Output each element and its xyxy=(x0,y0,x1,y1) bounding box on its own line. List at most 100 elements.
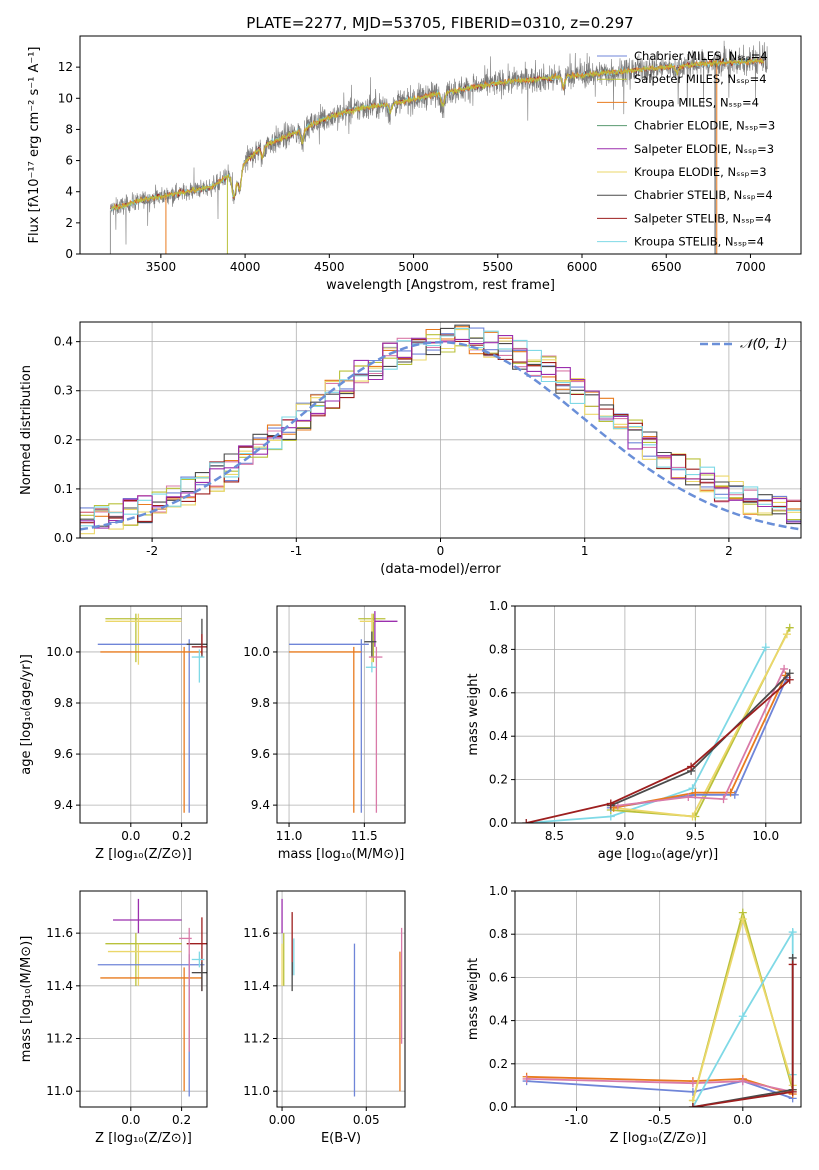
errorbar-point xyxy=(191,634,207,655)
errorbar-point xyxy=(191,951,205,968)
errorbar-point xyxy=(289,639,369,813)
x-tick-label: 4500 xyxy=(314,260,345,274)
weight-marker xyxy=(684,792,693,801)
y-tick-label: 0.4 xyxy=(54,335,73,349)
errorbar-point xyxy=(113,898,182,934)
axes-frame xyxy=(276,890,406,1108)
x-tick-label: 6000 xyxy=(567,260,598,274)
y-tick-label: 11.0 xyxy=(46,1084,73,1098)
x-tick-label: 10.0 xyxy=(752,829,779,843)
y-tick-label: 4 xyxy=(65,185,73,199)
plot-area-residuals xyxy=(80,324,801,538)
x-tick-label: 2 xyxy=(725,544,733,558)
weight-line xyxy=(526,646,767,823)
x-tick-label: 0.0 xyxy=(733,1113,752,1127)
histogram-series xyxy=(80,327,801,538)
legend-label: Chabrier STELIB, Nₛₛₚ=4 xyxy=(634,188,773,202)
legend: Chabrier MILES, Nₛₛₚ=4 Salpeter MILES, Nₛ… xyxy=(597,49,775,249)
weight-line xyxy=(613,633,788,818)
weight-marker xyxy=(522,1074,531,1083)
axes-frame xyxy=(514,605,802,824)
x-tick-label: 9.0 xyxy=(615,829,634,843)
errorbar-point xyxy=(97,639,205,813)
weight-line xyxy=(526,679,791,823)
y-tick-label: 1.0 xyxy=(489,599,508,613)
weight-marker xyxy=(785,623,794,632)
y-tick-label: 10.0 xyxy=(46,645,73,659)
y-axis-label: Normed distribution xyxy=(19,365,34,495)
weight-marker xyxy=(780,664,789,673)
panel-mass-vs-Z: 0.0 0.2 11.0 11.2 11.4 11.6 Z [log₁₀(Z/Z⊙)] mas… xyxy=(19,890,208,1146)
x-tick-label: 7000 xyxy=(735,260,766,274)
legend: 𝒩(0, 1) xyxy=(700,337,787,352)
weight-line xyxy=(617,668,785,807)
errorbar-point xyxy=(191,962,207,992)
y-tick-label: 0.8 xyxy=(489,642,508,656)
y-tick-label: 11.0 xyxy=(243,1084,270,1098)
x-axis-label: age [log₁₀(age/yr)] xyxy=(598,847,719,862)
y-tick-label: 9.6 xyxy=(251,747,270,761)
legend-label: 𝒩(0, 1) xyxy=(740,337,787,352)
y-axis-label: mass weight xyxy=(466,958,481,1040)
weight-marker xyxy=(688,1079,697,1088)
weight-line xyxy=(526,1078,793,1093)
legend-label: Chabrier ELODIE, Nₛₛₚ=3 xyxy=(634,119,775,133)
errorbar-point xyxy=(97,954,205,1097)
y-tick-label: 0.1 xyxy=(54,482,73,496)
y-tick-label: 0.6 xyxy=(489,970,508,984)
weight-series xyxy=(606,673,791,812)
x-tick-label: 8.5 xyxy=(545,829,564,843)
weight-marker xyxy=(606,799,615,808)
y-tick-label: 9.6 xyxy=(54,747,73,761)
x-axis-label: mass [log₁₀(M/M⊙)] xyxy=(278,847,405,862)
normal-reference-curve xyxy=(80,340,801,531)
x-tick-label: 3500 xyxy=(146,260,177,274)
y-tick-label: 1.0 xyxy=(489,884,508,898)
errorbar-point xyxy=(191,649,205,683)
legend-label: Salpeter STELIB, Nₛₛₚ=4 xyxy=(634,211,772,225)
errorbar-point xyxy=(179,927,192,1052)
y-tick-label: 11.6 xyxy=(46,926,73,940)
weight-marker xyxy=(688,812,697,821)
y-tick-label: 10 xyxy=(58,91,73,105)
spectrum-data-line xyxy=(110,40,768,245)
weight-marker xyxy=(738,1012,747,1021)
weight-marker xyxy=(688,1103,697,1107)
axes-frame xyxy=(79,605,208,824)
x-tick-label: 0.0 xyxy=(121,829,140,843)
panel-massweight-vs-age: 8.5 9.0 9.5 10.0 0.0 0.2 0.4 0.6 0.8 1.0 age [log₁… xyxy=(466,599,802,862)
x-tick-label: 5500 xyxy=(483,260,514,274)
panel-residuals: -2 -1 0 1 2 0.0 0.1 0.2 0.3 0.4 (data-model)/error… xyxy=(19,321,802,577)
axes-frame xyxy=(79,890,208,1108)
legend-label: Salpeter ELODIE, Nₛₛₚ=3 xyxy=(634,142,774,156)
y-tick-label: 9.4 xyxy=(54,798,73,812)
x-tick-label: -1 xyxy=(290,544,302,558)
errorbar-point xyxy=(368,646,383,813)
weight-marker xyxy=(719,795,728,804)
panel-spectrum: 3500 4000 4500 5000 5500 6000 6500 7000 0 2 4 6 8 10 1… xyxy=(27,35,802,293)
x-axis-label: E(B-V) xyxy=(321,1131,361,1146)
x-tick-label: -2 xyxy=(146,544,158,558)
weight-series xyxy=(522,675,794,823)
weight-line xyxy=(526,1080,793,1100)
errorbar-point xyxy=(105,933,182,986)
x-tick-label: 0.00 xyxy=(269,1113,296,1127)
x-tick-label: 11.5 xyxy=(351,829,378,843)
panel-age-vs-mass: 11.0 11.5 9.4 9.6 9.8 10.0 mass [log₁₀(M/M⊙)] xyxy=(243,605,406,862)
plot-area-mass-vs-EBV xyxy=(281,898,403,1097)
weight-marker xyxy=(788,928,797,937)
legend-label: Chabrier MILES, Nₛₛₚ=4 xyxy=(634,49,768,63)
x-tick-label: 1 xyxy=(581,544,589,558)
weight-marker xyxy=(691,788,700,797)
x-tick-label: 6500 xyxy=(651,260,682,274)
weight-marker xyxy=(687,762,696,771)
y-tick-label: 9.4 xyxy=(251,798,270,812)
x-axis-label: Z [log₁₀(Z/Z⊙)] xyxy=(610,1131,707,1146)
legend-label: Kroupa MILES, Nₛₛₚ=4 xyxy=(634,95,759,109)
y-tick-label: 11.2 xyxy=(46,1032,73,1046)
panel-massweight-vs-Z: -1.0 -0.5 0.0 0.0 0.2 0.4 0.6 0.8 1.0 Z [log₁₀(Z/… xyxy=(466,884,802,1146)
x-axis-label: wavelength [Angstrom, rest frame] xyxy=(326,278,555,293)
weight-marker xyxy=(688,784,697,793)
y-tick-label: 9.8 xyxy=(54,696,73,710)
